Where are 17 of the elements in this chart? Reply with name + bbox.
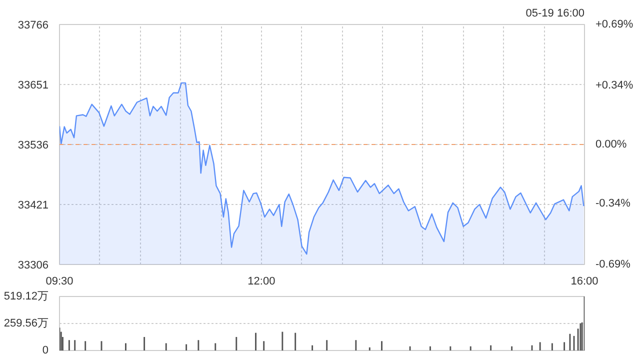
- x-tick-label: 12:00: [248, 276, 276, 288]
- y-tick-label: 33536: [18, 140, 49, 152]
- y2-tick-label: +0.34%: [596, 79, 634, 92]
- x-tick-label: 16:00: [570, 276, 598, 288]
- y2-tick-label: -0.34%: [596, 198, 631, 210]
- y2-tick-label: 0.00%: [596, 138, 627, 150]
- y2-tick-label: +0.69%: [596, 18, 634, 30]
- y-tick-label: 0: [42, 344, 49, 356]
- y-tick-label: 33766: [18, 20, 49, 32]
- y2-tick-label: -0.69%: [596, 258, 631, 270]
- text: 05-19 16:00: [526, 8, 584, 20]
- y-tick-label: 259.56万: [4, 318, 49, 330]
- y-tick-label: 519.12万: [4, 290, 49, 302]
- x-tick-label: 09:30: [46, 276, 74, 288]
- y-tick-label: 33421: [18, 200, 49, 212]
- y-tick-label: 33306: [18, 260, 49, 272]
- y-tick-label: 33651: [18, 80, 49, 92]
